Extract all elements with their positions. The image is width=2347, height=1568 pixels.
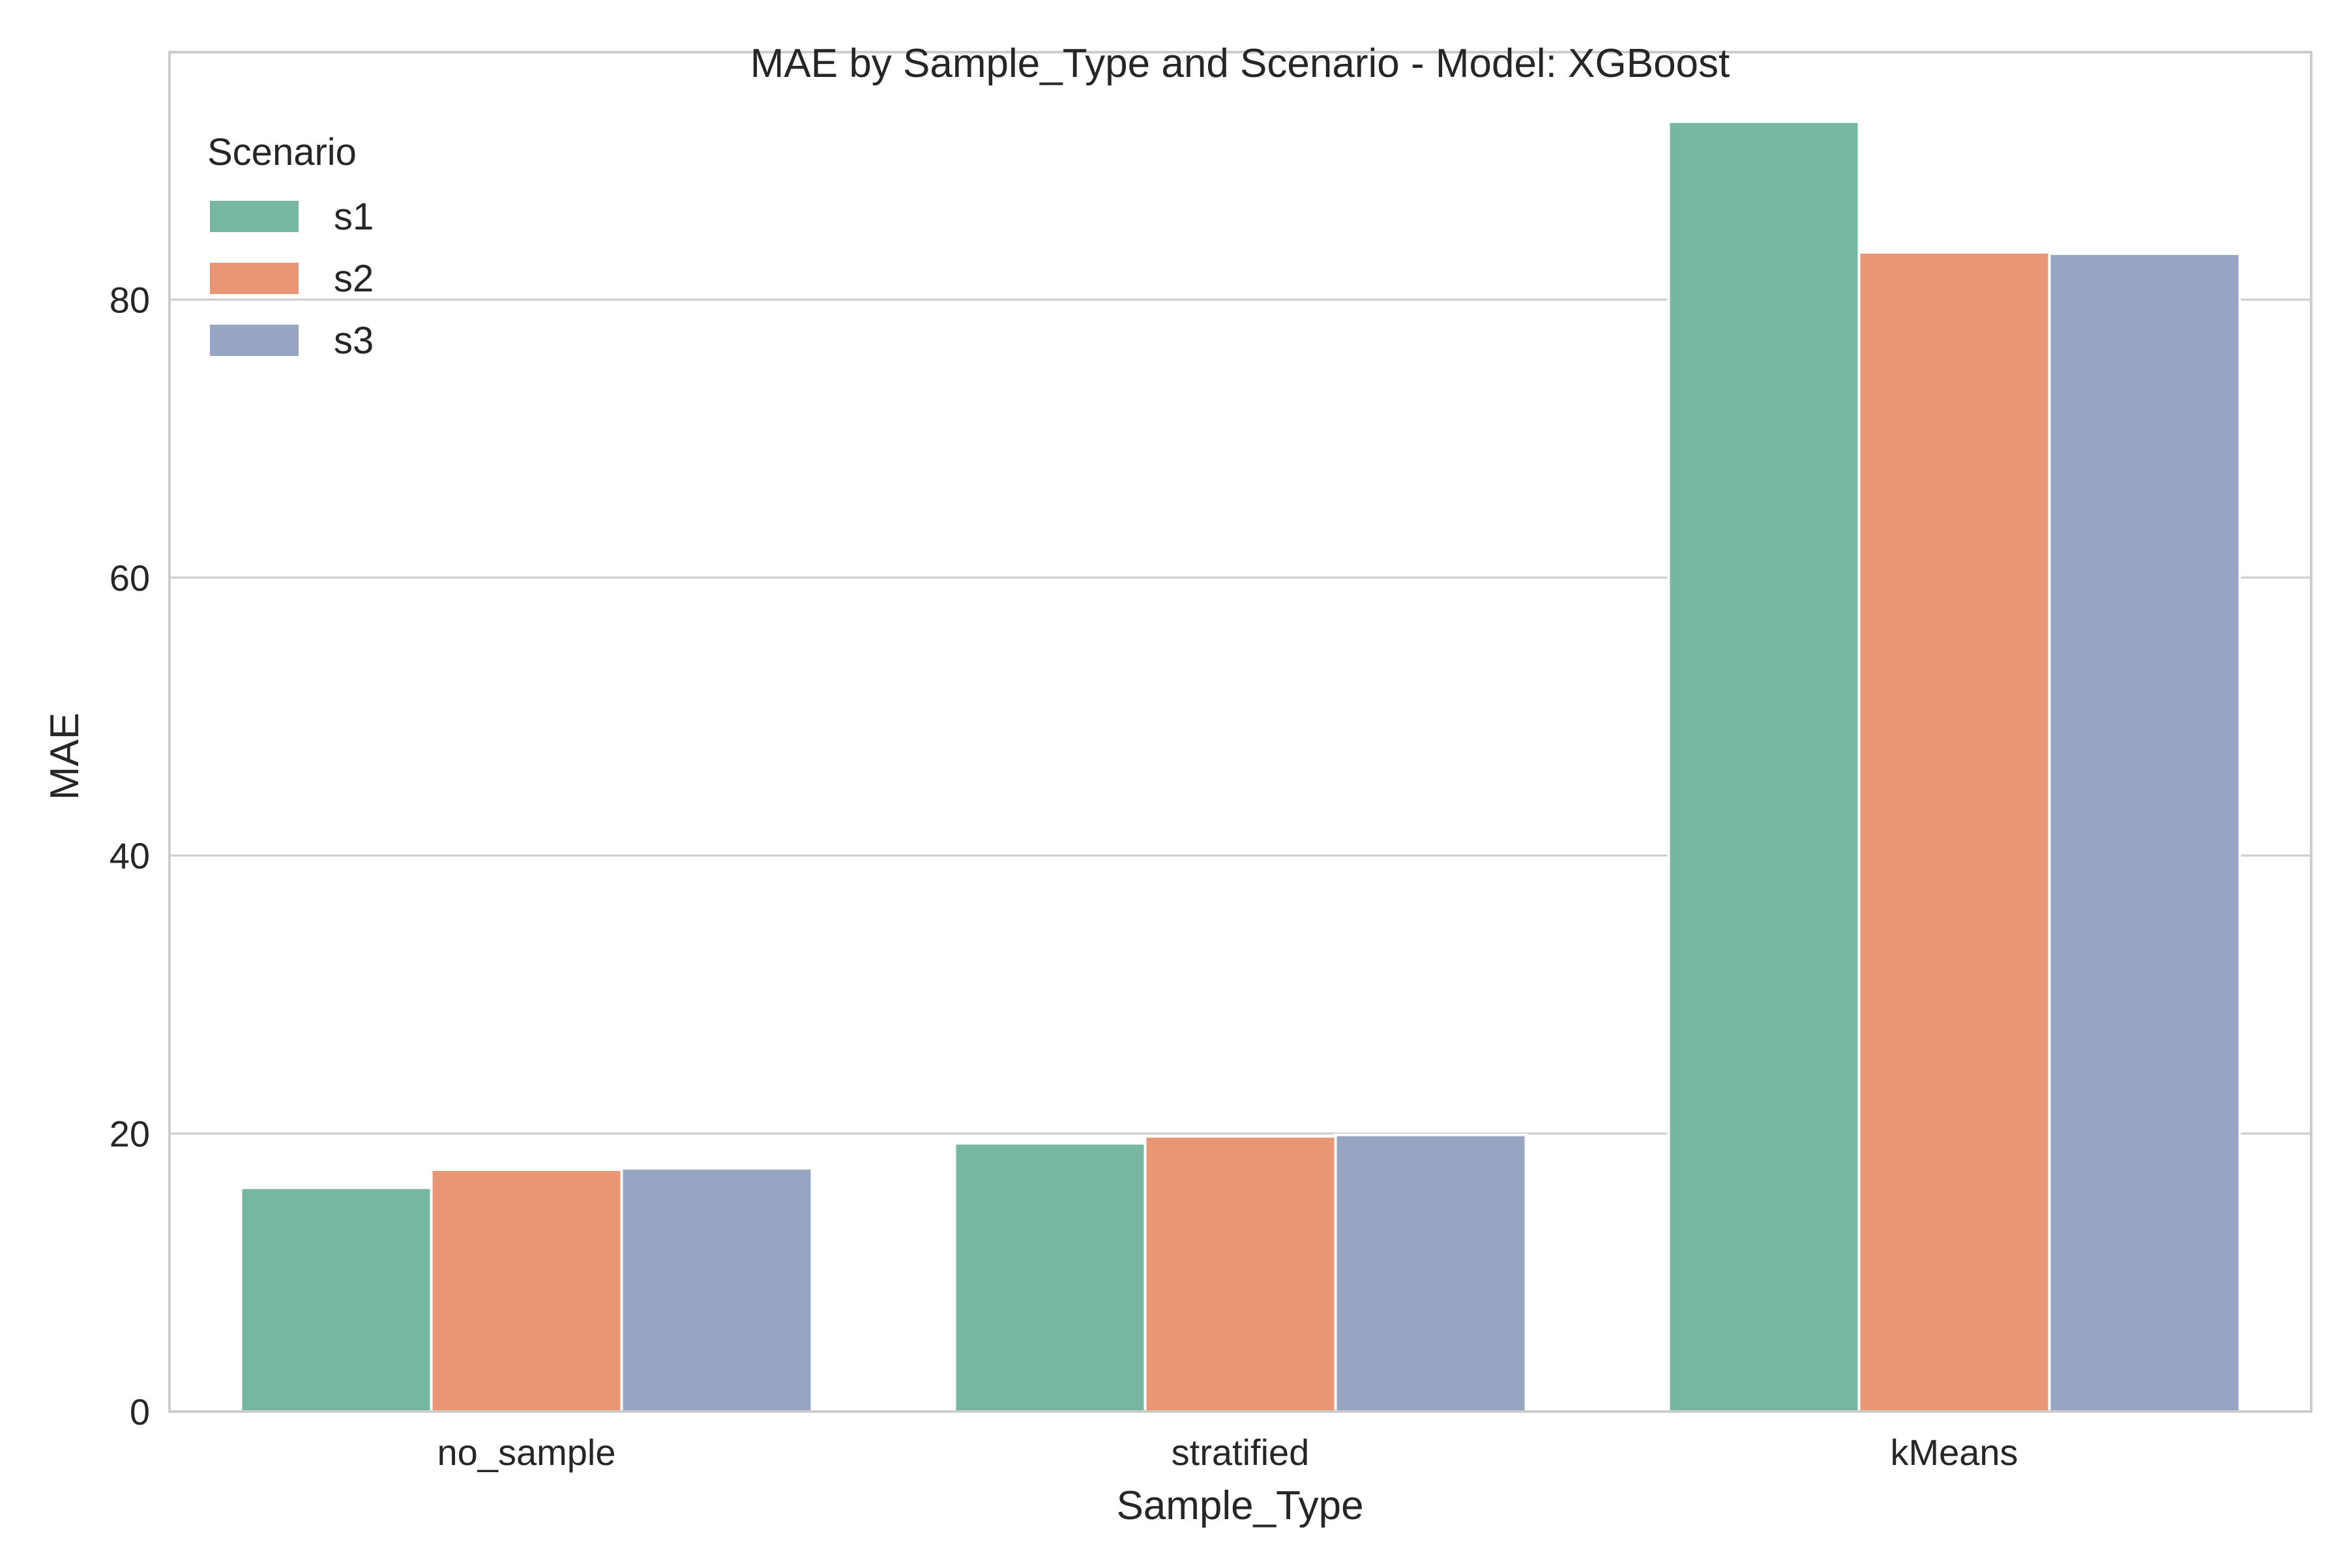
y-tick-label: 0: [130, 1391, 150, 1432]
bars: [239, 120, 2241, 1413]
x-tick-label: kMeans: [1890, 1432, 2018, 1473]
bar-no_sample-s3: [620, 1166, 814, 1413]
bar-kMeans-s1: [1667, 120, 1861, 1413]
legend-swatch-s2: [210, 263, 299, 294]
chart-title: MAE by Sample_Type and Scenario - Model:…: [750, 41, 1730, 86]
legend-swatch-s1: [210, 201, 299, 232]
plot-frame: [168, 51, 2312, 1413]
y-tick-label: 20: [110, 1114, 150, 1155]
bar-stratified-s3: [1334, 1133, 1528, 1413]
x-tick-label: stratified: [1172, 1432, 1310, 1473]
y-tick-label: 60: [110, 557, 150, 599]
bar-no_sample-s2: [430, 1168, 623, 1413]
y-axis-label: MAE: [42, 713, 87, 800]
legend-items: s1 s2 s3: [210, 196, 374, 362]
bar-stratified-s1: [953, 1142, 1147, 1413]
bar-kMeans-s2: [1857, 250, 2051, 1413]
y-tick-label: 40: [110, 835, 150, 876]
x-axis-label: Sample_Type: [1116, 1483, 1363, 1528]
legend-label-s3: s3: [334, 319, 374, 362]
y-tick-labels: 0 20 40 60 80: [110, 279, 150, 1432]
bar-stratified-s2: [1144, 1134, 1337, 1413]
bar-kMeans-s3: [2048, 252, 2241, 1413]
y-tick-label: 80: [110, 279, 150, 320]
legend-swatch-s3: [210, 325, 299, 356]
legend-label-s2: s2: [334, 258, 374, 300]
legend: Scenario s1 s2 s3: [207, 131, 374, 362]
legend-label-s1: s1: [334, 196, 374, 238]
bar-no_sample-s1: [239, 1186, 433, 1413]
x-tick-labels: no_sample stratified kMeans: [437, 1432, 2018, 1473]
x-tick-label: no_sample: [437, 1432, 616, 1473]
legend-title: Scenario: [207, 131, 357, 173]
